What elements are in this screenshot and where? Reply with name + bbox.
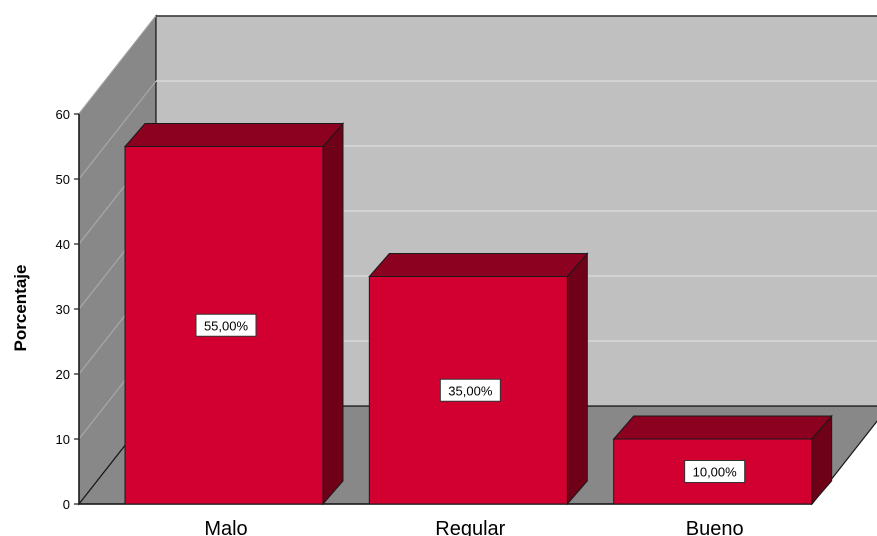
y-tick-label: 30 xyxy=(56,302,70,317)
y-tick-label: 60 xyxy=(56,107,70,122)
y-tick-label: 40 xyxy=(56,237,70,252)
bar-regular: 35,00% xyxy=(369,254,587,505)
category-labels: Malo Regular Bueno xyxy=(204,518,743,536)
data-label-text: 55,00% xyxy=(204,318,249,333)
x-tick-label: Malo xyxy=(204,518,247,536)
data-label: 55,00% xyxy=(196,314,256,336)
bar-top xyxy=(614,416,832,439)
y-tick-label: 0 xyxy=(63,497,70,512)
y-tick-label: 10 xyxy=(56,432,70,447)
y-tick-label: 50 xyxy=(56,172,70,187)
data-label: 35,00% xyxy=(440,379,500,401)
y-tick-label: 20 xyxy=(56,367,70,382)
data-label-text: 35,00% xyxy=(448,383,493,398)
bar-side xyxy=(323,124,343,505)
bar-bueno: 10,00% xyxy=(614,416,832,504)
bar-malo: 55,00% xyxy=(125,124,343,505)
data-label: 10,00% xyxy=(685,461,745,483)
x-tick-label: Bueno xyxy=(686,518,744,536)
y-axis-title: Porcentaje xyxy=(11,265,30,352)
x-tick-label: Regular xyxy=(435,518,505,536)
bar-top xyxy=(369,254,587,277)
data-label-text: 10,00% xyxy=(693,465,738,480)
bar-side xyxy=(567,254,587,505)
bar-top xyxy=(125,124,343,147)
